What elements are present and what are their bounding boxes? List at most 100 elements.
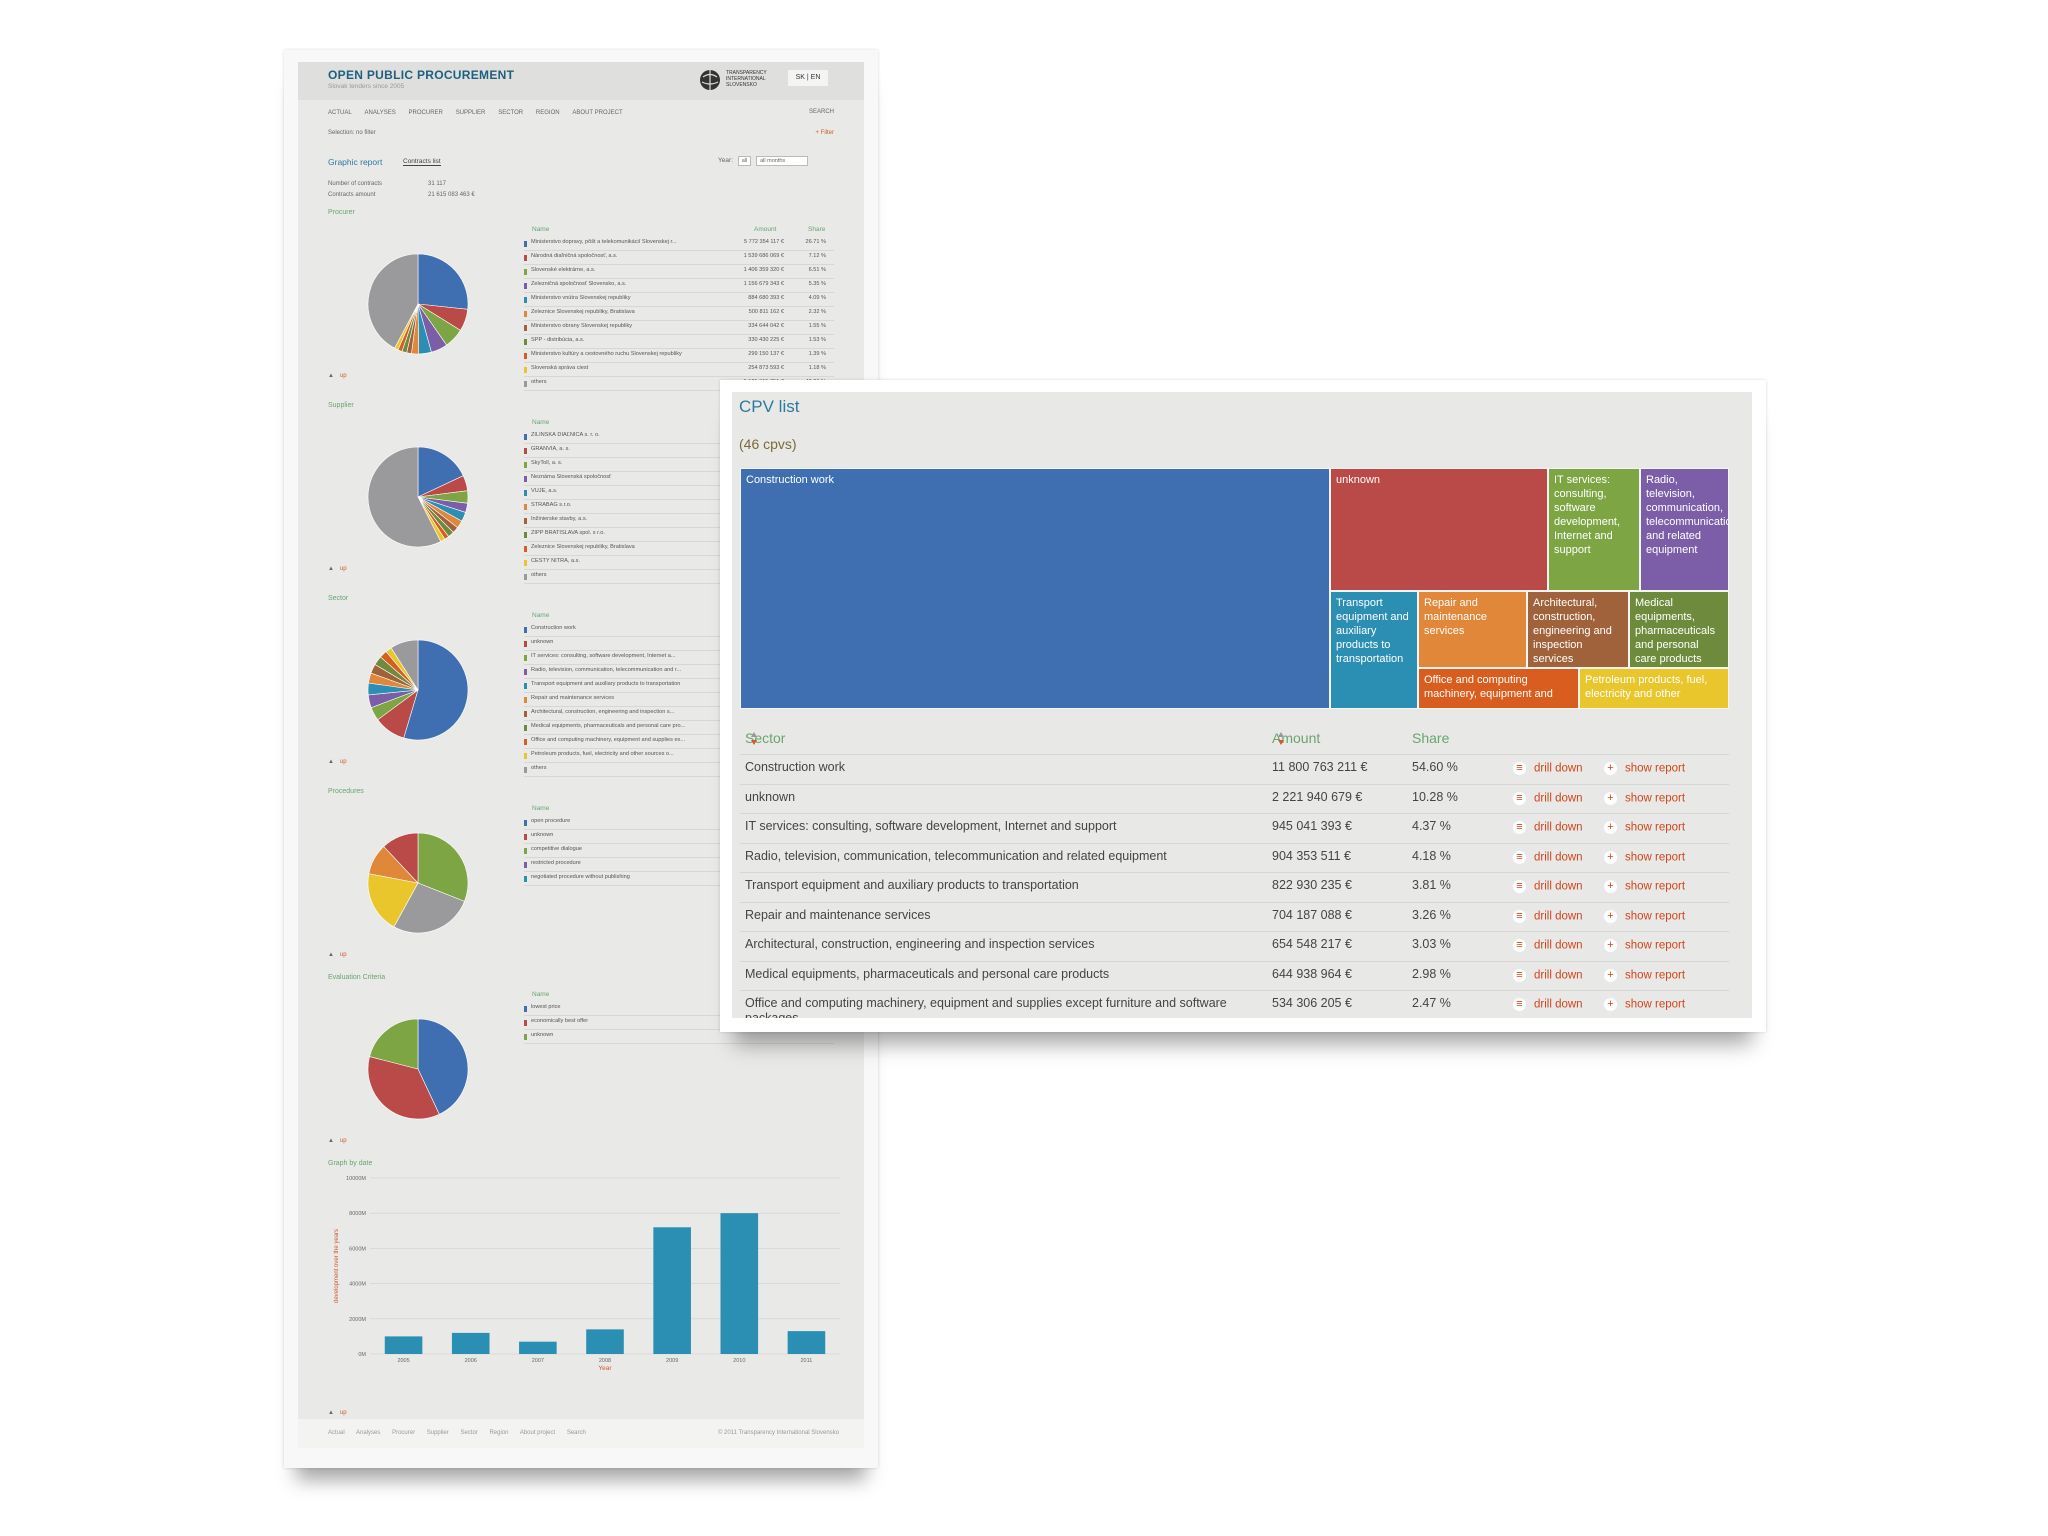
table-row[interactable]: restricted procedure	[524, 858, 834, 872]
row-name[interactable]: unknown	[531, 1032, 554, 1038]
nav-region[interactable]: REGION	[535, 110, 560, 116]
row-name[interactable]: others	[531, 379, 547, 385]
bar-2007[interactable]	[519, 1341, 557, 1354]
nav-actual[interactable]: ACTUAL	[328, 110, 352, 116]
col-sector-header[interactable]: Sector	[745, 730, 786, 747]
row-name[interactable]: SkyToll, a. s.	[531, 460, 563, 466]
pie-slice[interactable]	[367, 1056, 440, 1120]
row-name[interactable]: others	[531, 765, 547, 771]
row-name[interactable]: Repair and maintenance services	[531, 695, 615, 701]
nav-search[interactable]: SEARCH	[808, 109, 834, 115]
treemap-cell-repair[interactable]: Repair and maintenance services	[1418, 591, 1527, 668]
pie-slice[interactable]	[393, 882, 465, 934]
footer-link-search[interactable]: Search	[566, 1430, 586, 1436]
show-report-button[interactable]: + show report	[1604, 762, 1685, 776]
table-row[interactable]: economically best offer	[524, 1016, 834, 1030]
row-name[interactable]: Ministerstvo vnútra Slovenskej republiky	[531, 295, 631, 301]
table-row[interactable]: Radio, television, communication, teleco…	[524, 665, 834, 679]
table-row[interactable]: Office and computing machinery, equipmen…	[524, 735, 834, 749]
table-row[interactable]: Ministerstvo vnútra Slovenskej republiky…	[524, 293, 834, 307]
row-name[interactable]: open procedure	[531, 818, 571, 824]
table-row[interactable]: unknown	[524, 1030, 834, 1044]
footer-link-analyses[interactable]: Analyses	[356, 1430, 381, 1436]
treemap-cell-it-services[interactable]: IT services: consulting, software develo…	[1548, 468, 1640, 591]
pie-slice[interactable]	[417, 832, 469, 902]
show-report-button[interactable]: + show report	[1604, 880, 1685, 894]
row-name[interactable]: GRANVIA, a. s.	[531, 446, 570, 452]
pie-slice[interactable]	[369, 1018, 419, 1070]
nav-supplier[interactable]: SUPPLIER	[455, 110, 486, 116]
table-row[interactable]: open procedure	[524, 816, 834, 830]
tab-graphic-report[interactable]: Graphic report	[328, 157, 383, 167]
drill-down-button[interactable]: ≡ drill down	[1513, 850, 1583, 865]
row-name[interactable]: STRABAG s.r.o.	[531, 502, 572, 508]
sort-arrows-icon[interactable]	[751, 731, 757, 747]
chart-up-link[interactable]: ▲ up	[328, 1410, 347, 1416]
row-name[interactable]: Národná diaľničná spoločnosť, a.s.	[531, 253, 618, 259]
treemap-cell-transport[interactable]: Transport equipment and auxiliary produc…	[1330, 591, 1418, 709]
row-name[interactable]: SPP - distribúcia, a.s.	[531, 337, 585, 343]
row-name[interactable]: negotiated procedure without publishing	[531, 874, 630, 880]
table-row[interactable]: Ministerstvo obrany Slovenskej republiky…	[524, 321, 834, 335]
row-name[interactable]: economically best offer	[531, 1018, 589, 1024]
table-row[interactable]: SkyToll, a. s.	[524, 458, 834, 472]
drill-down-button[interactable]: ≡ drill down	[1513, 821, 1583, 835]
drill-down-button[interactable]: ≡ drill down	[1513, 762, 1583, 776]
table-row[interactable]: ZIPP BRATISLAVA spol. s r.o.	[524, 528, 834, 542]
procurer-up-link[interactable]: ▲ up	[328, 373, 347, 379]
table-row[interactable]: lowest price	[524, 1002, 834, 1016]
bar-2008[interactable]	[586, 1329, 624, 1354]
row-name[interactable]: unknown	[531, 832, 554, 838]
pie-slice[interactable]	[417, 446, 464, 498]
filter-link[interactable]: + Filter	[815, 130, 834, 136]
drill-down-button[interactable]: ≡ drill down	[1513, 880, 1583, 894]
row-name[interactable]: ŽILINSKÁ DIAĽNICA s. r. o.	[531, 432, 600, 438]
footer-link-about[interactable]: About project	[519, 1430, 556, 1436]
row-name[interactable]: Železnice Slovenskej republiky, Bratisla…	[531, 544, 635, 550]
show-report-button[interactable]: + show report	[1604, 998, 1685, 1012]
table-row[interactable]: others	[524, 763, 834, 777]
table-row[interactable]: Construction work	[524, 623, 834, 637]
table-row[interactable]: Neznáma Slovenská spoločnosť	[524, 472, 834, 486]
table-row[interactable]: GRANVIA, a. s.	[524, 444, 834, 458]
table-row[interactable]: Slovenské elektrárne, a.s. 1 406 359 320 …	[524, 265, 834, 279]
row-name[interactable]: Construction work	[531, 625, 576, 631]
drill-down-button[interactable]: ≡ drill down	[1513, 791, 1583, 806]
row-name[interactable]: unknown	[531, 639, 554, 645]
month-select[interactable]: all months	[756, 156, 809, 166]
show-report-button[interactable]: + show report	[1604, 968, 1685, 983]
bar-2010[interactable]	[720, 1213, 759, 1354]
row-name[interactable]: Slovenská správa ciest	[531, 365, 589, 371]
show-report-button[interactable]: + show report	[1604, 821, 1685, 835]
supplier-up-link[interactable]: ▲ up	[328, 566, 347, 572]
table-row[interactable]: competitive dialogue	[524, 844, 834, 858]
row-name[interactable]: Železnice Slovenskej republiky, Bratisla…	[531, 309, 635, 315]
table-row[interactable]: Železnice Slovenskej republiky, Bratisla…	[524, 307, 834, 321]
row-name[interactable]: Radio, television, communication, teleco…	[531, 667, 682, 673]
table-row[interactable]: SPP - distribúcia, a.s. 330 430 225 € 1.53…	[524, 335, 834, 349]
bar-2005[interactable]	[384, 1336, 423, 1354]
footer-link-sector[interactable]: Sector	[460, 1430, 478, 1436]
drill-down-button[interactable]: ≡ drill down	[1513, 909, 1583, 924]
evaluation-up-link[interactable]: ▲ up	[328, 1138, 347, 1144]
footer-link-procurer[interactable]: Procurer	[392, 1430, 416, 1436]
row-name[interactable]: Architectural, construction, engineering…	[531, 709, 675, 715]
treemap-cell-office[interactable]: Office and computing machinery, equipmen…	[1418, 668, 1579, 709]
table-row[interactable]: Petroleum products, fuel, electricity an…	[524, 749, 834, 763]
nav-analyses[interactable]: ANALYSES	[364, 110, 396, 116]
table-row[interactable]: STRABAG s.r.o.	[524, 500, 834, 514]
pie-slice[interactable]	[390, 639, 419, 692]
sort-arrows-icon[interactable]	[1278, 731, 1284, 747]
row-name[interactable]: Inžinierske stavby, a.s.	[531, 516, 588, 522]
footer-link-supplier[interactable]: Supplier	[426, 1430, 449, 1436]
table-row[interactable]: Železnice Slovenskej republiky, Bratisla…	[524, 542, 834, 556]
table-row[interactable]: Architectural, construction, engineering…	[524, 707, 834, 721]
nav-sector[interactable]: SECTOR	[498, 110, 524, 116]
row-name[interactable]: Medical equipments, pharmaceuticals and …	[531, 723, 686, 729]
pie-slice[interactable]	[367, 446, 442, 548]
nav-about[interactable]: ABOUT PROJECT	[572, 110, 623, 116]
drill-down-button[interactable]: ≡ drill down	[1513, 998, 1583, 1012]
row-name[interactable]: Ministerstvo obrany Slovenskej republiky	[531, 323, 633, 329]
table-row[interactable]: Medical equipments, pharmaceuticals and …	[524, 721, 834, 735]
show-report-button[interactable]: + show report	[1604, 850, 1685, 865]
